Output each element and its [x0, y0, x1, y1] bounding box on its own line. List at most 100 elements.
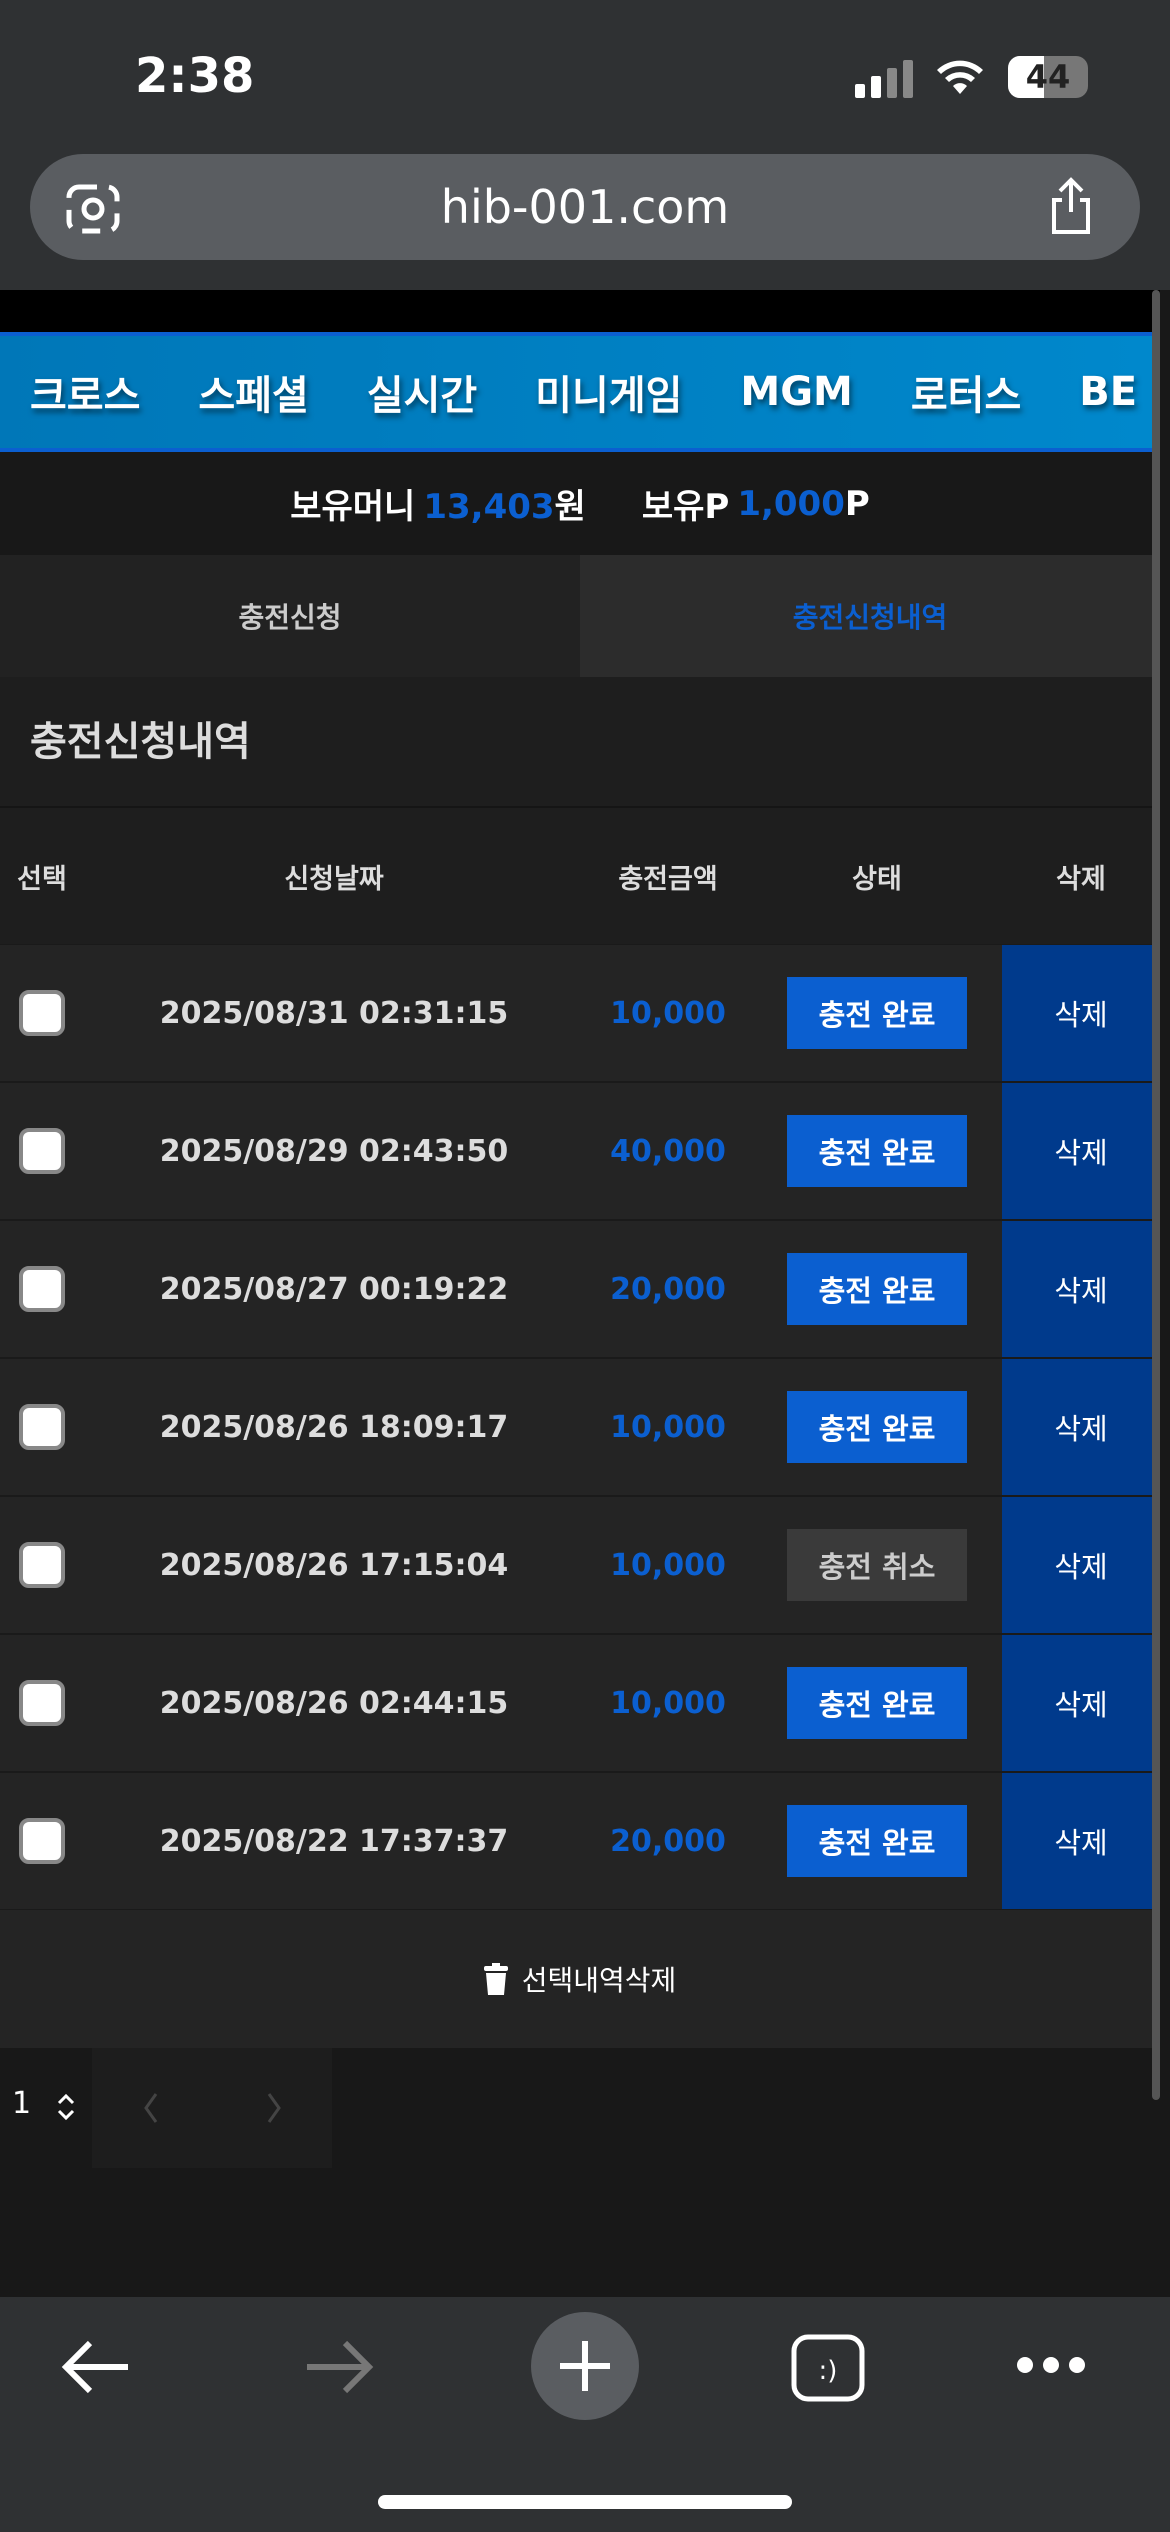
delete-button[interactable]: 삭제: [1002, 1221, 1160, 1357]
row-checkbox[interactable]: [19, 990, 65, 1036]
delete-selected-label: 선택내역삭제: [521, 1964, 677, 1997]
select-cell: [0, 1497, 84, 1633]
delete-button[interactable]: 삭제: [1002, 1497, 1160, 1633]
status-badge: 충전 완료: [787, 1115, 967, 1187]
header-delete: 삭제: [1056, 863, 1106, 895]
table-row: 2025/08/26 18:09:17 10,000 충전 완료 삭제: [0, 1359, 1160, 1497]
table-row: 2025/08/31 02:31:15 10,000 충전 완료 삭제: [0, 945, 1160, 1083]
table-row: 2025/08/26 02:44:15 10,000 충전 완료 삭제: [0, 1635, 1160, 1773]
forward-icon[interactable]: [305, 2337, 375, 2397]
deposit-amount: 10,000: [610, 995, 726, 1031]
deposit-amount: 40,000: [610, 1133, 726, 1169]
status-badge: 충전 완료: [787, 977, 967, 1049]
header-select: 선택: [17, 863, 67, 895]
clock: 2:38: [135, 48, 255, 104]
header-amount: 충전금액: [618, 863, 718, 895]
money-label: 보유머니: [290, 487, 416, 527]
page-select[interactable]: 1: [12, 2086, 32, 2121]
balance-bar: 보유머니 13,403원 보유P 1,000P: [0, 452, 1160, 555]
share-icon[interactable]: [1046, 176, 1096, 236]
select-cell: [0, 1083, 84, 1219]
delete-button[interactable]: 삭제: [1002, 1635, 1160, 1771]
status-cell: 충전 완료: [752, 1083, 1002, 1219]
deposit-amount: 20,000: [610, 1823, 726, 1859]
request-date: 2025/08/31 02:31:15: [159, 995, 509, 1031]
deposit-amount: 20,000: [610, 1271, 726, 1307]
status-cell: 충전 취소: [752, 1497, 1002, 1633]
section-title: 충전신청내역: [0, 677, 1160, 808]
nav-item[interactable]: MGM: [740, 369, 853, 415]
scrollbar[interactable]: [1152, 290, 1160, 2100]
status-badge: 충전 완료: [787, 1253, 967, 1325]
nav-item[interactable]: 미니게임: [535, 373, 683, 419]
status-badge: 충전 완료: [787, 1667, 967, 1739]
new-tab-icon[interactable]: [530, 2311, 640, 2421]
main-nav: 크로스 스페셜 실시간 미니게임 MGM 로터스 BE: [0, 332, 1160, 452]
signal-icon: [855, 60, 913, 98]
row-checkbox[interactable]: [19, 1542, 65, 1588]
more-icon[interactable]: [1015, 2355, 1087, 2375]
status-cell: 충전 완료: [752, 1221, 1002, 1357]
delete-button[interactable]: 삭제: [1002, 1083, 1160, 1219]
table-row: 2025/08/29 02:43:50 40,000 충전 완료 삭제: [0, 1083, 1160, 1221]
table-header: 선택 신청날짜 충전금액 상태 삭제: [0, 808, 1160, 946]
nav-item[interactable]: 로터스: [910, 373, 1022, 419]
svg-text::): :): [819, 2356, 838, 2386]
delete-selected-button[interactable]: 선택내역삭제: [0, 1910, 1160, 2048]
pagination: 1: [0, 2048, 1160, 2168]
tab-deposit-history[interactable]: 충전신청내역: [580, 555, 1160, 677]
select-arrows-icon[interactable]: [55, 2092, 77, 2122]
delete-button[interactable]: 삭제: [1002, 945, 1160, 1081]
deposit-amount: 10,000: [610, 1547, 726, 1583]
status-cell: 충전 완료: [752, 1359, 1002, 1495]
nav-item[interactable]: 크로스: [30, 373, 141, 419]
row-checkbox[interactable]: [19, 1128, 65, 1174]
address-bar[interactable]: hib-001.com: [30, 154, 1140, 260]
delete-button[interactable]: 삭제: [1002, 1773, 1160, 1909]
url-text[interactable]: hib-001.com: [440, 180, 730, 234]
header-date: 신청날짜: [284, 863, 384, 895]
battery-icon: 44: [1008, 56, 1088, 98]
point-value: 1,000: [737, 483, 845, 524]
site-logo-band: [0, 290, 1160, 332]
select-cell: [0, 1773, 84, 1909]
request-date: 2025/08/26 18:09:17: [159, 1409, 509, 1445]
row-checkbox[interactable]: [19, 1680, 65, 1726]
prev-page-icon[interactable]: [140, 2092, 160, 2124]
row-checkbox[interactable]: [19, 1266, 65, 1312]
home-indicator: [378, 2495, 792, 2509]
browser-toolbar: :): [0, 2297, 1170, 2532]
status-cell: 충전 완료: [752, 1773, 1002, 1909]
header-status: 상태: [852, 863, 902, 895]
status-cell: 충전 완료: [752, 1635, 1002, 1771]
point-unit: P: [844, 483, 870, 524]
table-row: 2025/08/27 00:19:22 20,000 충전 완료 삭제: [0, 1221, 1160, 1359]
tab-deposit-request[interactable]: 충전신청: [0, 555, 580, 677]
tabs-icon[interactable]: :): [790, 2333, 866, 2403]
deposit-amount: 10,000: [610, 1409, 726, 1445]
select-cell: [0, 1359, 84, 1495]
money-value: 13,403: [423, 487, 555, 527]
row-checkbox[interactable]: [19, 1404, 65, 1450]
nav-item[interactable]: BE: [1079, 369, 1138, 415]
camera-search-icon[interactable]: [66, 184, 120, 234]
nav-item[interactable]: 스페셜: [198, 373, 309, 419]
next-page-icon[interactable]: [265, 2092, 285, 2124]
trash-icon: [483, 1963, 508, 1995]
delete-button[interactable]: 삭제: [1002, 1359, 1160, 1495]
status-cell: 충전 완료: [752, 945, 1002, 1081]
request-date: 2025/08/26 17:15:04: [159, 1547, 509, 1583]
row-checkbox[interactable]: [19, 1818, 65, 1864]
request-date: 2025/08/29 02:43:50: [159, 1133, 509, 1169]
tabs: 충전신청 충전신청내역: [0, 555, 1160, 677]
back-icon[interactable]: [60, 2337, 130, 2397]
request-date: 2025/08/27 00:19:22: [159, 1271, 509, 1307]
money-unit: 원: [554, 487, 586, 527]
point-label: 보유P: [641, 487, 730, 527]
select-cell: [0, 1221, 84, 1357]
nav-item[interactable]: 실시간: [366, 373, 478, 419]
request-date: 2025/08/26 02:44:15: [159, 1685, 509, 1721]
select-cell: [0, 1635, 84, 1771]
table-row: 2025/08/22 17:37:37 20,000 충전 완료 삭제: [0, 1773, 1160, 1911]
status-badge: 충전 완료: [787, 1805, 967, 1877]
